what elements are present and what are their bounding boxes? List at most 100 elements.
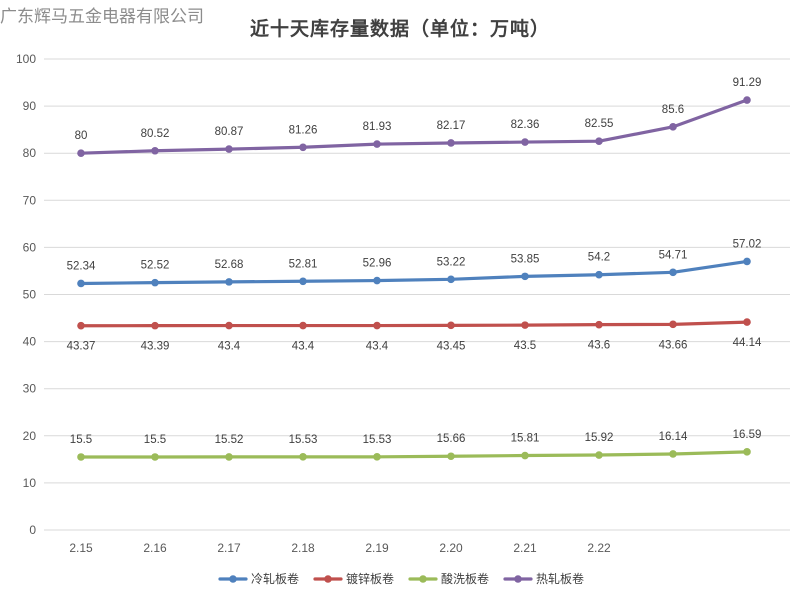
data-point <box>299 321 307 330</box>
data-point <box>521 451 529 460</box>
y-tick-label: 10 <box>23 476 37 490</box>
data-label: 81.26 <box>289 124 318 136</box>
data-label: 43.45 <box>437 340 466 352</box>
data-label: 82.36 <box>511 119 540 131</box>
data-label: 53.22 <box>437 256 466 268</box>
data-point <box>743 96 751 104</box>
series-line <box>79 259 749 286</box>
y-tick-label: 60 <box>23 240 37 254</box>
data-point <box>447 321 455 330</box>
data-point <box>521 321 529 329</box>
data-point <box>521 138 529 146</box>
x-tick-label: 2.19 <box>365 541 389 555</box>
legend-label: 酸洗板卷 <box>441 571 489 586</box>
data-point <box>743 448 751 456</box>
data-point <box>447 139 455 147</box>
x-tick-label: 2.21 <box>513 541 537 555</box>
y-tick-label: 100 <box>16 52 36 66</box>
data-point <box>743 257 751 266</box>
data-point <box>77 453 85 461</box>
data-label: 80.52 <box>141 128 170 140</box>
data-point <box>225 321 233 330</box>
legend-item: 热轧板卷 <box>503 571 584 586</box>
x-tick-label: 2.17 <box>217 541 241 555</box>
data-point <box>595 451 603 459</box>
y-tick-label: 80 <box>23 146 37 160</box>
data-label: 15.5 <box>144 434 166 446</box>
data-point <box>77 321 85 330</box>
data-label: 15.52 <box>215 434 244 446</box>
data-point <box>447 452 455 461</box>
data-label: 52.68 <box>215 259 244 271</box>
data-label: 43.5 <box>514 340 536 352</box>
data-label: 15.92 <box>585 432 614 444</box>
data-label: 52.52 <box>141 260 170 272</box>
data-point <box>373 321 381 330</box>
y-tick-label: 30 <box>23 382 37 396</box>
data-label: 54.71 <box>659 249 688 261</box>
x-tick-label: 2.16 <box>143 541 167 555</box>
series-line <box>79 450 749 459</box>
data-point <box>669 450 677 458</box>
data-point <box>77 149 85 157</box>
data-label: 43.66 <box>659 339 688 351</box>
data-label: 80 <box>75 130 88 142</box>
data-point <box>299 143 307 152</box>
x-tick-label: 2.15 <box>69 541 93 555</box>
legend-marker <box>229 575 237 583</box>
data-point <box>743 318 751 326</box>
series-line <box>79 98 749 155</box>
data-label: 54.2 <box>588 252 610 264</box>
legend-item: 镀锌板卷 <box>313 571 394 586</box>
data-labels: 52.34 52.52 52.68 52.81 52.96 53.22 53.85 54.2 5… <box>67 77 762 446</box>
data-point <box>299 277 307 286</box>
data-point <box>595 320 603 329</box>
series-lines <box>77 96 751 461</box>
data-label: 43.39 <box>141 341 170 353</box>
data-label: 16.59 <box>733 429 762 441</box>
x-tick-label: 2.22 <box>587 541 611 555</box>
x-axis-tick-labels: 2.15 2.16 2.17 2.18 2.19 2.20 2.21 2.22 <box>69 541 611 555</box>
gridlines <box>44 58 790 531</box>
data-label: 15.5 <box>70 434 92 446</box>
series-line <box>79 320 749 328</box>
legend-marker <box>514 575 522 583</box>
data-label: 43.4 <box>218 341 241 353</box>
data-point <box>299 453 307 461</box>
data-label: 15.66 <box>437 433 466 445</box>
y-tick-label: 0 <box>29 523 36 537</box>
data-label: 15.53 <box>289 434 318 446</box>
data-point <box>521 272 529 281</box>
data-point <box>151 453 159 461</box>
y-tick-label: 70 <box>23 193 37 207</box>
data-label: 15.81 <box>511 433 540 445</box>
data-point <box>151 146 159 155</box>
data-label: 82.55 <box>585 118 614 130</box>
legend-item: 冷轧板卷 <box>218 571 299 586</box>
data-label: 53.85 <box>511 253 540 265</box>
data-label: 81.93 <box>363 121 392 133</box>
legend-marker <box>419 575 427 583</box>
data-point <box>77 279 85 288</box>
legend: 冷轧板卷 镀锌板卷 酸洗板卷 热轧板卷 <box>218 571 584 586</box>
data-label: 52.81 <box>289 258 318 270</box>
x-tick-label: 2.20 <box>439 541 463 555</box>
legend-label: 冷轧板卷 <box>251 571 299 586</box>
data-label: 91.29 <box>733 77 762 89</box>
data-label: 82.17 <box>437 120 466 132</box>
data-point <box>447 275 455 284</box>
data-label: 52.96 <box>363 258 392 270</box>
data-point <box>225 453 233 461</box>
y-tick-label: 20 <box>23 429 37 443</box>
legend-item: 酸洗板卷 <box>408 571 489 586</box>
data-label: 43.37 <box>67 341 96 353</box>
data-label: 85.6 <box>662 104 684 116</box>
data-point <box>373 140 381 148</box>
data-label: 57.02 <box>733 238 762 250</box>
data-point <box>151 321 159 330</box>
data-point <box>669 268 677 277</box>
data-label: 44.14 <box>733 337 762 349</box>
data-point <box>151 278 159 287</box>
data-label: 52.34 <box>67 260 96 272</box>
